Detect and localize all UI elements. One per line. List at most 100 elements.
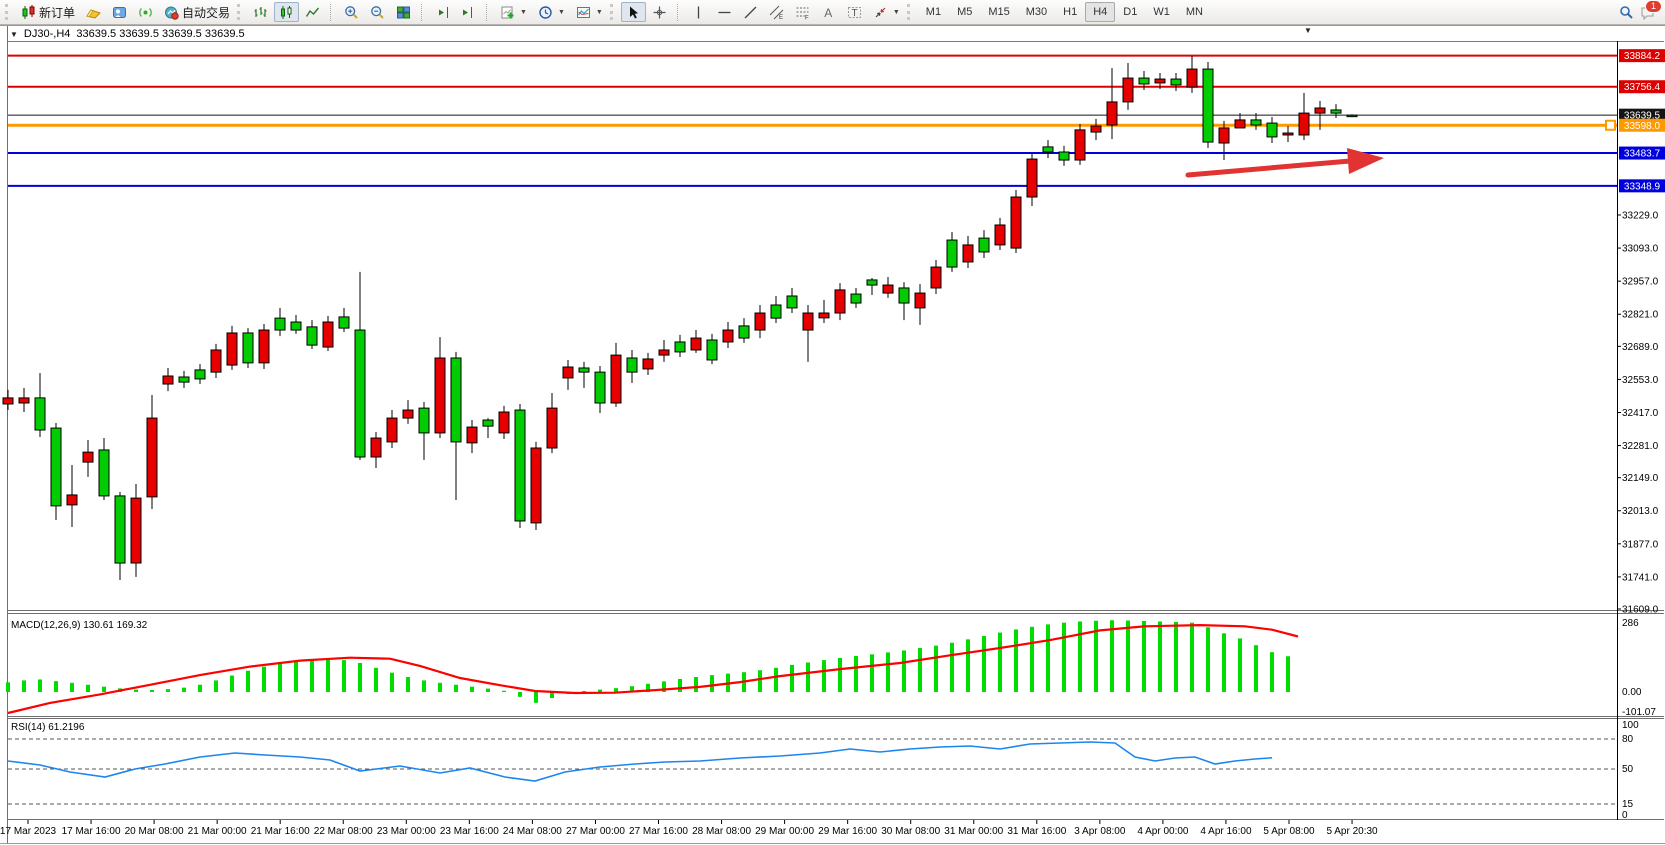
- price-tag-33884.2: 33884.2: [1619, 49, 1665, 63]
- tab-timeframe-w1[interactable]: W1: [1153, 6, 1170, 18]
- level-lines: [8, 54, 1617, 187]
- dropdown-caret-icon: ▼: [557, 8, 565, 16]
- tab-timeframe-m1[interactable]: M1: [925, 6, 942, 18]
- chart-canvas[interactable]: 33229.0 33093.0 32957.0 32821.0 32689.0 32553…: [0, 25, 1665, 845]
- chart-title: ▼ DJ30-,H4 33639.5 33639.5 33639.5 33639…: [10, 28, 245, 40]
- svg-text:5 Apr 20:30: 5 Apr 20:30: [1326, 826, 1378, 837]
- svg-text:21 Mar 00:00: 21 Mar 00:00: [188, 826, 247, 837]
- bar-chart-button[interactable]: [248, 2, 273, 22]
- tab-timeframe-d1[interactable]: D1: [1123, 6, 1138, 18]
- metaeditor-button[interactable]: [81, 2, 106, 22]
- horizontal-line-icon: [717, 5, 732, 20]
- tab-timeframe-mn[interactable]: MN: [1185, 6, 1203, 18]
- chart-menu-arrow-icon[interactable]: ▼: [1304, 26, 1312, 35]
- toolbar-grip[interactable]: [609, 4, 616, 20]
- svg-text:23 Mar 16:00: 23 Mar 16:00: [440, 826, 499, 837]
- svg-text:15: 15: [1622, 799, 1634, 810]
- svg-text:28 Mar 08:00: 28 Mar 08:00: [692, 826, 751, 837]
- tab-timeframe-m30[interactable]: M30: [1025, 6, 1048, 18]
- signals-button[interactable]: [133, 2, 158, 22]
- period-button[interactable]: ▼: [533, 2, 570, 22]
- notifications-icon[interactable]: 1: [1640, 0, 1662, 20]
- svg-text:33229.0: 33229.0: [1622, 211, 1659, 222]
- orange-line-handle[interactable]: [1605, 119, 1616, 131]
- chart-shift-button[interactable]: [456, 2, 481, 22]
- svg-text:0: 0: [1622, 810, 1628, 821]
- chart-shift-icon: [461, 5, 476, 20]
- crosshair-button[interactable]: [647, 2, 672, 22]
- rsi-name: RSI(14): [11, 722, 46, 733]
- toolbar-grip[interactable]: [5, 4, 11, 20]
- notification-badge: 1: [1645, 0, 1662, 13]
- rsi-indicator-label: RSI(14) 61.2196: [11, 722, 84, 733]
- svg-text:32149.0: 32149.0: [1622, 473, 1659, 484]
- auto-trading-icon: [164, 5, 179, 20]
- cursor-button[interactable]: [620, 2, 646, 22]
- dropdown-caret-icon: ▼: [892, 8, 900, 16]
- text-icon: A: [821, 5, 836, 20]
- text-button[interactable]: A: [816, 2, 841, 22]
- time-axis[interactable]: 17 Mar 2023 17 Mar 16:00 20 Mar 08:00 21 Ma…: [0, 820, 1378, 837]
- price-tag-33348.9: 33348.9: [1619, 179, 1665, 193]
- auto-scroll-icon: [435, 5, 450, 20]
- trendline-button[interactable]: [738, 2, 763, 22]
- zoom-in-button[interactable]: [339, 2, 364, 22]
- gold-bar-icon: [86, 5, 101, 20]
- chart-symbol-period: DJ30-,H4: [23, 28, 71, 40]
- svg-text:31 Mar 16:00: 31 Mar 16:00: [1007, 826, 1066, 837]
- horizontal-line-button[interactable]: [712, 2, 737, 22]
- text-label-button[interactable]: T: [842, 2, 867, 22]
- auto-scroll-button[interactable]: [430, 2, 455, 22]
- svg-text:32957.0: 32957.0: [1622, 277, 1659, 288]
- tab-timeframe-h4[interactable]: H4: [1085, 2, 1116, 22]
- svg-text:286: 286: [1622, 618, 1639, 629]
- signal-icon: [138, 5, 153, 20]
- mql5-community-button[interactable]: [107, 2, 132, 22]
- candlestick-chart-button[interactable]: [274, 2, 300, 22]
- template-button[interactable]: ▼: [571, 2, 608, 22]
- svg-text:0.00: 0.00: [1622, 687, 1642, 698]
- cursor-icon: [626, 5, 641, 20]
- new-chart-icon: [500, 5, 515, 20]
- macd-histogram: [6, 620, 1290, 703]
- tab-timeframe-m15[interactable]: M15: [988, 6, 1010, 18]
- price-tag-33639.5: 33639.5: [1619, 108, 1665, 122]
- line-chart-button[interactable]: [300, 2, 325, 22]
- fibonacci-button[interactable]: F: [790, 2, 815, 22]
- svg-text:27 Mar 00:00: 27 Mar 00:00: [566, 826, 625, 837]
- svg-text:32553.0: 32553.0: [1622, 375, 1659, 386]
- price-axis[interactable]: 33229.0 33093.0 32957.0 32821.0 32689.0 32553…: [1617, 41, 1659, 821]
- svg-text:31877.0: 31877.0: [1622, 539, 1659, 550]
- auto-trading-button[interactable]: 自动交易: [159, 2, 235, 22]
- tile-windows-button[interactable]: [391, 2, 416, 22]
- new-order-button[interactable]: 新订单: [16, 2, 80, 22]
- toolbar-separator: [421, 3, 425, 21]
- svg-text:50: 50: [1622, 764, 1634, 775]
- tab-timeframe-h1[interactable]: H1: [1063, 6, 1078, 18]
- fibonacci-icon: F: [795, 5, 810, 20]
- search-icon[interactable]: [1619, 5, 1634, 20]
- vertical-line-button[interactable]: [686, 2, 711, 22]
- svg-text:17 Mar 2023: 17 Mar 2023: [0, 826, 57, 837]
- equidistant-channel-button[interactable]: E: [764, 2, 789, 22]
- chart-dropdown-icon[interactable]: ▼: [10, 29, 18, 39]
- text-label-icon: T: [847, 5, 862, 20]
- svg-text:3 Apr 08:00: 3 Apr 08:00: [1074, 826, 1126, 837]
- trend-arrow[interactable]: [1185, 148, 1384, 178]
- arrow-objects-button[interactable]: ▼: [868, 2, 905, 22]
- toolbar-grip[interactable]: [237, 4, 243, 20]
- svg-text:31741.0: 31741.0: [1622, 572, 1659, 583]
- svg-text:32281.0: 32281.0: [1622, 441, 1659, 452]
- tab-timeframe-m5[interactable]: M5: [957, 6, 973, 18]
- chart-window: 33229.0 33093.0 32957.0 32821.0 32689.0 32553…: [0, 25, 1665, 845]
- svg-text:F: F: [805, 15, 809, 20]
- dropdown-caret-icon: ▼: [595, 8, 603, 16]
- new-chart-button[interactable]: ▼: [495, 2, 532, 22]
- svg-text:30 Mar 08:00: 30 Mar 08:00: [881, 826, 940, 837]
- svg-text:E: E: [779, 15, 783, 20]
- toolbar-grip[interactable]: [906, 4, 913, 20]
- svg-text:A: A: [824, 6, 832, 20]
- price-tag-33598.0: 33598.0: [1619, 118, 1665, 132]
- zoom-out-button[interactable]: [365, 2, 390, 22]
